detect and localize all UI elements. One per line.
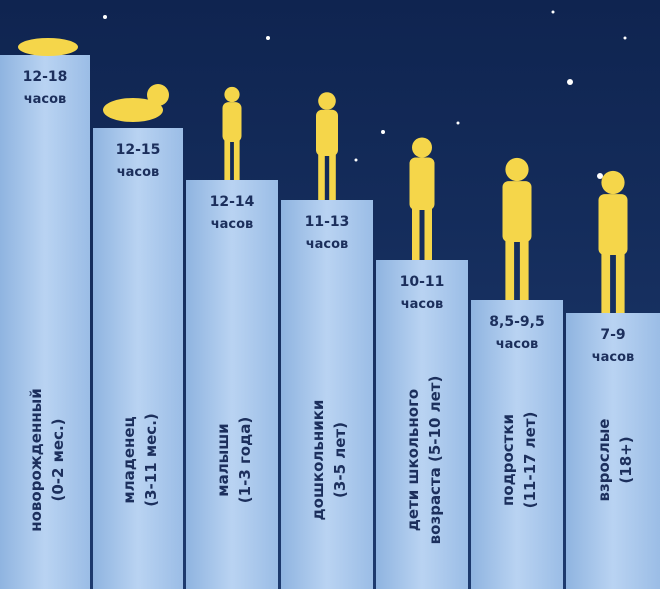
silhouette bbox=[424, 203, 432, 260]
hours: 11-13 bbox=[305, 214, 350, 230]
silhouette bbox=[412, 203, 420, 260]
group: новорожденный bbox=[27, 388, 45, 532]
group: подростки bbox=[499, 414, 517, 506]
hours-unit: часов bbox=[401, 297, 444, 312]
silhouette bbox=[409, 157, 435, 210]
hours: 12-15 bbox=[116, 142, 161, 158]
silhouette bbox=[502, 181, 532, 242]
column bbox=[186, 180, 278, 589]
age: возраста (5-10 лет) bbox=[426, 376, 444, 545]
group: взрослые bbox=[595, 419, 613, 502]
hours-unit: часов bbox=[211, 217, 254, 232]
age-label: новорожденный (0-2 мес.) bbox=[27, 388, 67, 532]
silhouette bbox=[222, 102, 242, 142]
hours: 7-9 bbox=[600, 327, 625, 343]
age: (3-11 мес.) bbox=[142, 413, 160, 507]
silhouette bbox=[103, 98, 163, 122]
age-label: подростки (11-17 лет) bbox=[499, 412, 539, 509]
group: младенец bbox=[120, 416, 138, 503]
silhouette bbox=[601, 247, 611, 313]
age-label: малыши (1-3 года) bbox=[214, 417, 254, 503]
age: (0-2 мес.) bbox=[49, 418, 67, 501]
column bbox=[93, 128, 183, 589]
silhouette bbox=[601, 170, 625, 195]
silhouette bbox=[412, 137, 432, 158]
stars bbox=[103, 10, 627, 179]
silhouette bbox=[318, 150, 325, 200]
silhouette bbox=[329, 150, 336, 200]
age: (3-5 лет) bbox=[331, 422, 349, 498]
silhouette bbox=[316, 109, 338, 156]
group: дети школьного bbox=[404, 389, 422, 531]
column bbox=[471, 300, 563, 589]
hours: 12-14 bbox=[210, 194, 255, 210]
hours: 12-18 bbox=[23, 69, 68, 85]
group: малыши bbox=[214, 423, 232, 496]
silhouette bbox=[505, 157, 529, 182]
silhouette bbox=[147, 84, 169, 106]
silhouette bbox=[224, 137, 231, 180]
hours: 8,5-9,5 bbox=[489, 314, 544, 330]
age-label: взрослые (18+) bbox=[595, 419, 635, 502]
age: (18+) bbox=[617, 436, 635, 483]
age-label: дошкольники (3-5 лет) bbox=[309, 400, 349, 521]
hours-unit: часов bbox=[592, 350, 635, 365]
column bbox=[0, 55, 90, 589]
age: (1-3 года) bbox=[236, 417, 254, 503]
column bbox=[376, 260, 468, 589]
silhouette bbox=[233, 137, 240, 180]
age-label: дети школьного возраста (5-10 лет) bbox=[404, 376, 444, 545]
silhouette bbox=[519, 234, 529, 300]
silhouette bbox=[318, 92, 336, 110]
hours-unit: часов bbox=[24, 92, 67, 107]
hours-unit: часов bbox=[496, 337, 539, 352]
age-label: младенец (3-11 мес.) bbox=[120, 413, 160, 507]
hours-unit: часов bbox=[117, 165, 160, 180]
column bbox=[281, 200, 373, 589]
group: дошкольники bbox=[309, 400, 327, 521]
age: (11-17 лет) bbox=[521, 412, 539, 509]
silhouette bbox=[18, 38, 78, 56]
hours-unit: часов bbox=[306, 237, 349, 252]
column bbox=[566, 313, 660, 589]
hours: 10-11 bbox=[400, 274, 445, 290]
silhouette bbox=[505, 234, 515, 300]
silhouette bbox=[224, 86, 240, 103]
silhouette bbox=[615, 247, 625, 313]
silhouette bbox=[598, 194, 628, 255]
